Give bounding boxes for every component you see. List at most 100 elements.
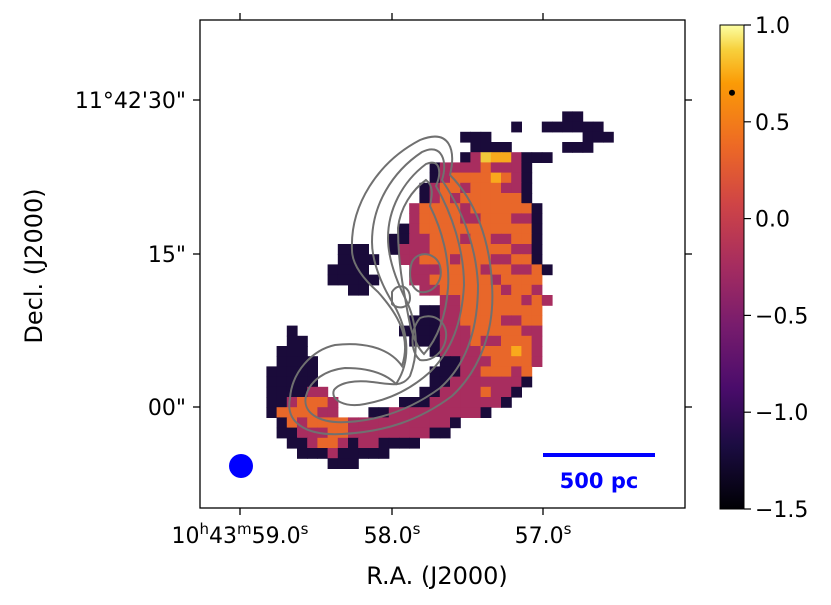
heatmap-cell: [439, 203, 451, 214]
heatmap-cell: [470, 325, 482, 337]
heatmap-cell: [490, 366, 502, 378]
heatmap-cell: [480, 264, 492, 276]
heatmap-cell: [501, 152, 512, 163]
heatmap-cell: [460, 203, 471, 214]
heatmap-cell: [521, 335, 533, 347]
heatmap-cell: [511, 274, 522, 286]
heatmap-cell: [419, 417, 431, 429]
heatmap-cell: [450, 376, 461, 388]
heatmap-cell: [429, 162, 441, 174]
heatmap-cell: [470, 366, 482, 378]
heatmap-cell: [388, 233, 400, 245]
heatmap-cell: [399, 407, 410, 418]
heatmap-cell: [501, 213, 512, 225]
heatmap-cell: [460, 397, 471, 408]
heatmap-cell: [307, 427, 318, 439]
heatmap-cell: [521, 346, 533, 357]
heatmap-cell: [470, 152, 482, 163]
heatmap-cell: [419, 264, 431, 276]
heatmap-cell: [429, 305, 441, 316]
heatmap-cell: [419, 284, 431, 296]
heatmap-cell: [439, 356, 451, 367]
contour-outer: [288, 135, 494, 436]
heatmap-cell: [501, 274, 512, 286]
heatmap-cell: [511, 203, 522, 214]
heatmap-cell: [409, 213, 420, 225]
heatmap-cell: [501, 346, 512, 357]
heatmap-cell: [378, 427, 390, 439]
heatmap-cell: [409, 315, 420, 327]
heatmap-cell: [541, 264, 553, 276]
contour-4: [396, 178, 450, 356]
heatmap-cell: [501, 335, 512, 347]
heatmap-cell: [501, 315, 512, 327]
heatmap-cell: [419, 305, 431, 316]
heatmap-cell: [297, 407, 308, 418]
heatmap-cell: [470, 233, 482, 245]
heatmap-cell: [541, 121, 553, 133]
heatmap-cell: [439, 284, 451, 296]
heatmap-cell: [460, 233, 471, 245]
heatmap-cell: [521, 305, 533, 316]
heatmap-cell: [450, 213, 461, 225]
heatmap-cell: [480, 213, 492, 225]
heatmap-cell: [450, 172, 461, 184]
heatmap-cell: [429, 407, 441, 418]
heatmap-cell: [470, 295, 482, 306]
heatmap-cell: [266, 407, 278, 418]
heatmap-cell: [286, 397, 298, 408]
heatmap-cell: [317, 386, 329, 398]
heatmap-cell: [439, 295, 451, 306]
heatmap-cell: [286, 366, 298, 378]
heatmap-cell: [480, 356, 492, 367]
heatmap-cell: [439, 407, 451, 418]
heatmap-cell: [450, 264, 461, 276]
x-tick-label: 10h43m59.0s: [172, 520, 309, 549]
heatmap-cell: [470, 335, 482, 347]
heatmap-cell: [490, 193, 502, 204]
heatmap-cell: [490, 254, 502, 265]
heatmap-cell: [460, 172, 471, 184]
heatmap-cell: [409, 233, 420, 245]
heatmap-cell: [429, 254, 441, 265]
heatmap-cell: [490, 274, 502, 286]
colorbar: [719, 24, 745, 510]
colorbar-tick-label: 0.0: [755, 208, 790, 233]
heatmap-cell: [348, 284, 359, 296]
heatmap-cell: [470, 407, 482, 418]
heatmap-cell: [286, 346, 298, 357]
heatmap-cell: [337, 254, 349, 265]
heatmap-cell: [490, 223, 502, 235]
heatmap-cell: [358, 437, 369, 449]
heatmap-cell: [276, 346, 288, 357]
heatmap-cell: [460, 305, 471, 316]
heatmap-cell: [358, 417, 369, 429]
heatmap-cell: [460, 254, 471, 265]
heatmap-cell: [429, 325, 441, 337]
heatmap-cell: [501, 376, 512, 388]
heatmap-cell: [368, 407, 380, 418]
heatmap-cell: [327, 437, 339, 449]
heatmap-cell: [511, 162, 522, 174]
colorbar-ticks: 1.0 0.5 0.0 −0.5 −1.0 −1.5: [744, 14, 808, 523]
heatmap-cell: [582, 121, 594, 133]
heatmap-cell: [521, 254, 533, 265]
heatmap-cell: [470, 244, 482, 255]
heatmap-cell: [327, 448, 339, 459]
heatmap-cell: [286, 417, 298, 429]
heatmap-cell: [490, 305, 502, 316]
heatmap-cell: [409, 437, 420, 449]
heatmap-cell: [419, 223, 431, 235]
heatmap-cell: [450, 274, 461, 286]
heatmap-cell: [480, 254, 492, 265]
heatmap-cell: [266, 397, 278, 408]
heatmap-cell: [470, 203, 482, 214]
heatmap-cell: [286, 407, 298, 418]
heatmap-cell: [592, 131, 604, 143]
heatmap-cell: [490, 264, 502, 276]
heatmap-cell: [501, 356, 512, 367]
heatmap-cell: [286, 376, 298, 388]
heatmap-cell: [450, 162, 461, 174]
heatmap-cell: [307, 397, 318, 408]
heatmap-cell: [307, 448, 318, 459]
